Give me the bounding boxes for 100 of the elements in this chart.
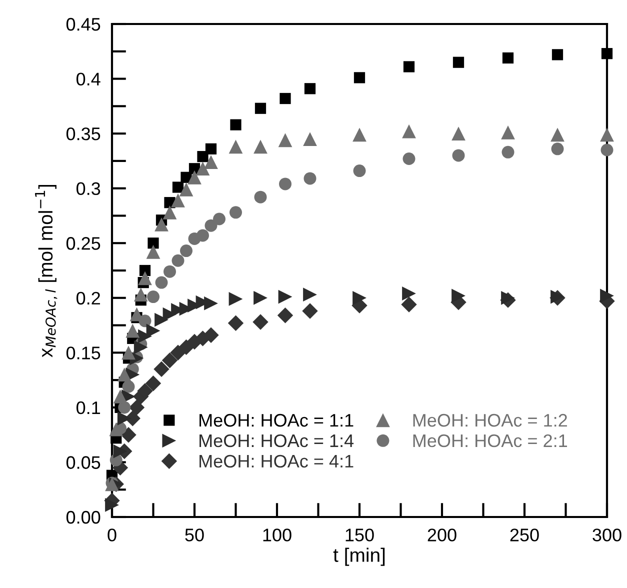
point <box>228 140 243 154</box>
point <box>402 152 416 166</box>
point <box>502 52 514 64</box>
legend-label: MeOH: HOAc = 4:1 <box>200 454 354 468</box>
y-tick-label: 0.2 <box>76 292 100 305</box>
x-tick-label: 150 <box>346 528 374 542</box>
point <box>204 155 218 169</box>
point <box>113 390 128 404</box>
point <box>172 254 184 267</box>
point <box>600 128 614 142</box>
point <box>155 276 168 289</box>
point <box>154 361 170 377</box>
point <box>146 244 160 259</box>
point <box>197 151 208 162</box>
y-tick-label: 0.25 <box>66 237 100 250</box>
point <box>138 271 152 286</box>
point <box>122 346 136 360</box>
point <box>402 286 416 300</box>
point <box>352 290 366 305</box>
point <box>550 128 564 142</box>
point <box>105 498 119 512</box>
y-tick-label: 0.1 <box>76 401 100 414</box>
point <box>254 290 268 305</box>
point <box>354 72 366 84</box>
point <box>203 327 219 343</box>
point <box>452 288 466 303</box>
y-axis-title: x$_{MeOAc,l}$ [mol mol$^{−1}$] <box>35 185 58 358</box>
point <box>172 182 184 193</box>
point <box>303 288 317 302</box>
point <box>147 290 160 304</box>
point <box>148 238 159 249</box>
point <box>402 124 416 138</box>
point <box>303 132 317 146</box>
point <box>205 143 217 154</box>
legend-label: MeOH: HOAc = 1:2 <box>413 414 567 427</box>
point <box>145 375 162 392</box>
point <box>401 296 417 312</box>
point <box>252 314 268 330</box>
point <box>277 308 294 324</box>
y-tick-label: 0.45 <box>66 18 100 31</box>
legend-label: MeOH: HOAc = 1:1 <box>200 414 354 427</box>
point <box>304 172 316 185</box>
point <box>146 324 160 338</box>
point <box>196 229 209 242</box>
point <box>254 190 267 204</box>
y-tick-label: 0.00 <box>66 510 100 524</box>
point <box>162 205 177 220</box>
y-tick-label: 0.05 <box>66 456 100 469</box>
point <box>162 352 178 368</box>
point <box>117 368 132 382</box>
point <box>280 92 291 104</box>
y-tick-label: 0.4 <box>76 72 100 86</box>
point <box>551 142 564 156</box>
x-tick-label: 0 <box>108 528 116 542</box>
point <box>304 83 316 94</box>
point <box>179 182 194 196</box>
point <box>126 324 140 338</box>
point <box>302 303 318 319</box>
point <box>600 288 614 303</box>
point <box>254 102 266 114</box>
point <box>154 218 168 232</box>
point <box>600 144 614 156</box>
point <box>154 312 168 327</box>
y-tick-label: 0.35 <box>66 127 100 140</box>
point <box>120 426 136 443</box>
point <box>228 315 244 331</box>
x-tick-label: 300 <box>592 528 622 542</box>
x-axis-title: t [min] <box>333 548 385 566</box>
point <box>134 288 148 302</box>
point <box>188 170 202 184</box>
point <box>278 133 292 148</box>
x-tick-label: 50 <box>185 528 204 542</box>
point <box>452 56 464 68</box>
point <box>128 400 145 416</box>
y-tick-label: 0.15 <box>66 346 100 360</box>
point <box>278 290 292 304</box>
point <box>254 140 268 154</box>
point <box>501 126 515 140</box>
point <box>502 146 514 158</box>
x-tick-label: 200 <box>428 528 456 542</box>
point <box>352 128 366 142</box>
x-tick-label: 250 <box>510 528 539 542</box>
point <box>501 290 515 305</box>
point <box>117 411 132 426</box>
point <box>230 119 242 130</box>
point <box>109 422 124 436</box>
point <box>228 292 243 306</box>
point <box>164 265 176 278</box>
x-tick-label: 100 <box>263 528 292 542</box>
point <box>279 178 292 190</box>
point <box>204 219 218 232</box>
point <box>452 149 465 162</box>
point <box>353 164 366 178</box>
point <box>171 193 185 208</box>
point <box>196 162 210 176</box>
legend-label: MeOH: HOAc = 1:4 <box>200 434 354 448</box>
point <box>213 212 226 226</box>
legend-label: MeOH: HOAc = 2:1 <box>413 434 568 448</box>
point <box>452 126 466 140</box>
point <box>113 444 128 458</box>
